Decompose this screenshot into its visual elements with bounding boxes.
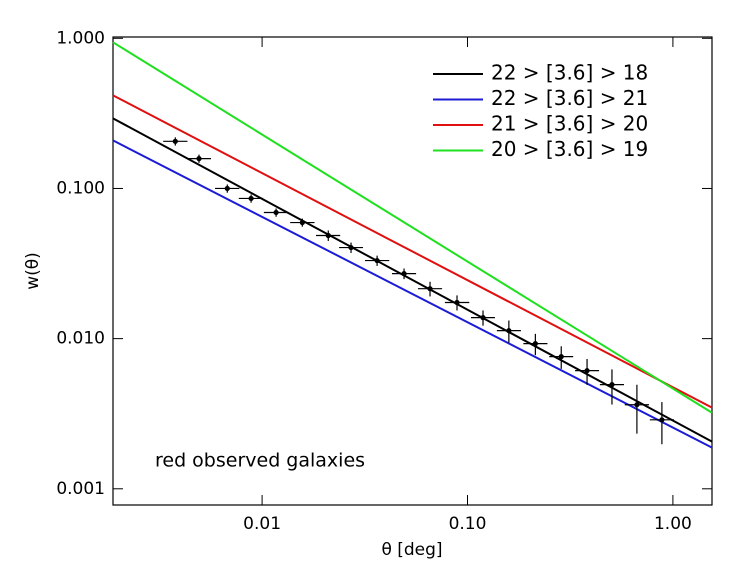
legend-label: 22 > [3.6] > 18 xyxy=(491,61,648,85)
y-axis-label: w(θ) xyxy=(23,252,43,290)
data-point xyxy=(299,219,305,226)
data-point xyxy=(454,299,460,306)
plot-frame xyxy=(112,36,713,506)
annotation: red observed galaxies xyxy=(155,450,365,472)
data-point xyxy=(348,244,354,251)
x-tick-label: 0.01 xyxy=(243,514,281,534)
data-point xyxy=(480,315,486,321)
data-point xyxy=(224,185,230,192)
legend-label: 20 > [3.6] > 19 xyxy=(491,137,648,161)
data-point xyxy=(172,138,178,144)
data-point xyxy=(374,257,380,264)
series-line xyxy=(112,139,713,449)
data-point xyxy=(634,402,640,408)
x-tick-label: 0.10 xyxy=(449,514,487,534)
x-axis-label: θ [deg] xyxy=(381,540,442,560)
series-line xyxy=(112,117,713,443)
series-line xyxy=(112,41,713,414)
data-point xyxy=(558,354,564,360)
y-tick-label: 0.010 xyxy=(56,329,105,349)
data-point xyxy=(427,286,433,292)
legend-label: 22 > [3.6] > 21 xyxy=(491,86,648,110)
data-point xyxy=(532,341,538,347)
data-point xyxy=(609,382,615,388)
y-tick-label: 0.001 xyxy=(56,479,105,499)
data-point xyxy=(506,328,512,334)
series-line xyxy=(112,94,713,409)
y-tick-label: 1.000 xyxy=(56,28,105,48)
data-point xyxy=(401,271,407,277)
data-point xyxy=(273,209,279,216)
x-tick-label: 1.00 xyxy=(654,514,692,534)
y-tick-label: 0.100 xyxy=(56,178,105,198)
data-point xyxy=(584,368,590,374)
data-point xyxy=(196,156,202,162)
legend-label: 21 > [3.6] > 20 xyxy=(491,112,648,136)
data-point xyxy=(248,195,254,202)
data-point xyxy=(659,417,665,423)
data-point xyxy=(325,232,331,239)
